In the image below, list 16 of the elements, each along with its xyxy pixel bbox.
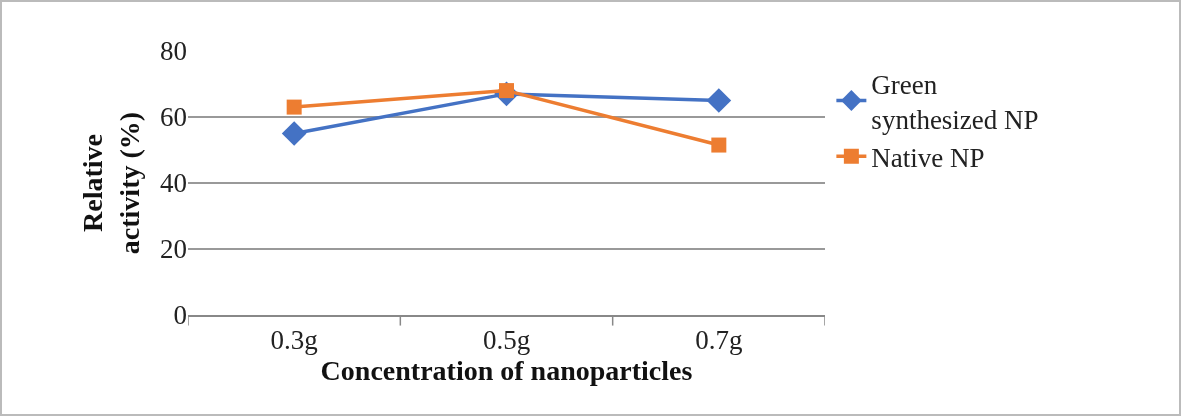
y-axis-title: Relative activity (%) [77, 111, 145, 255]
x-tick-label: 0.7g [695, 325, 743, 356]
y-tick-label: 40 [160, 168, 187, 199]
y-tick-label: 80 [160, 36, 187, 67]
x-tick-label: 0.5g [482, 325, 531, 356]
x-axis-title: Concentration of nanoparticles [320, 355, 693, 387]
x-tick-label: 0.3g [270, 325, 318, 356]
legend-label: Green synthesized NP [871, 69, 1039, 135]
point [281, 121, 307, 146]
y-tick-label: 60 [160, 102, 187, 133]
point [706, 88, 732, 113]
legend-label: Native NP [871, 142, 985, 173]
y-tick-label: 0 [173, 300, 187, 331]
point [286, 99, 302, 115]
y-tick-label: 20 [160, 234, 187, 265]
point [711, 137, 727, 153]
